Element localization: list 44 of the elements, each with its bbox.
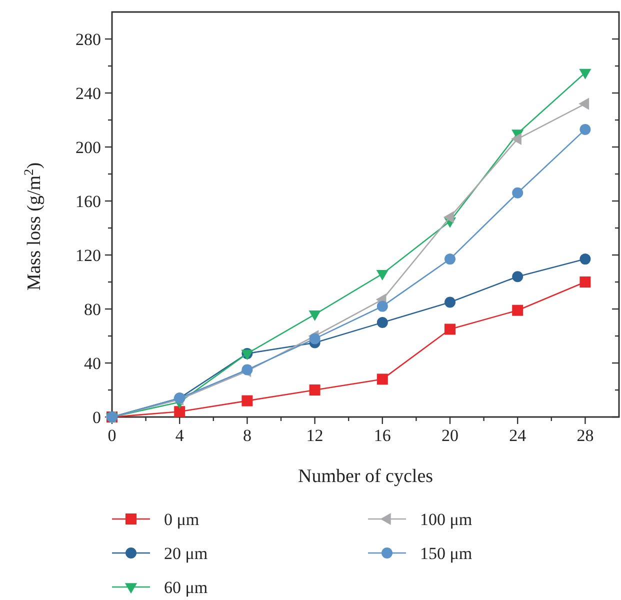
point (376, 300, 388, 312)
point (444, 296, 456, 308)
legend-label: 100 μm (420, 510, 472, 529)
x-tick-label: 4 (175, 426, 184, 445)
legend-label: 20 μm (164, 544, 208, 563)
point (512, 304, 524, 316)
x-tick-label: 24 (509, 426, 527, 445)
x-tick-label: 8 (242, 426, 252, 445)
point (308, 310, 321, 321)
point (309, 333, 320, 344)
point (580, 124, 591, 135)
point (580, 276, 591, 288)
x-tick-label: 28 (576, 426, 594, 445)
legend-label: 0 μm (164, 510, 200, 529)
x-tick-label: 16 (374, 426, 391, 445)
point (242, 395, 253, 406)
point (309, 384, 320, 396)
point (511, 132, 522, 145)
y-tick-label: 120 (76, 246, 101, 265)
y-tick-label: 0 (92, 408, 101, 427)
y-tick-label: 240 (76, 84, 101, 103)
y-tick-label: 160 (76, 192, 101, 211)
y-tick-label: 80 (84, 300, 101, 319)
point (512, 187, 524, 198)
point (376, 270, 388, 280)
point (376, 317, 388, 328)
point (580, 254, 591, 265)
x-tick-label: 12 (306, 426, 324, 445)
y-tick-label: 280 (76, 30, 101, 49)
point (444, 254, 456, 265)
legend-label: 60 μm (164, 578, 208, 597)
point (444, 324, 456, 335)
x-tick-label: 20 (442, 426, 458, 445)
y-tick-label: 200 (76, 138, 101, 157)
point (443, 211, 454, 224)
point (512, 271, 524, 282)
x-tick-label: 0 (108, 426, 116, 445)
point (174, 406, 186, 418)
point (376, 374, 388, 385)
x-axis-title: Number of cycles (298, 466, 434, 487)
point (578, 98, 590, 110)
point (579, 68, 592, 80)
y-tick-label: 40 (84, 354, 101, 373)
legend-label: 150 μm (420, 544, 472, 563)
